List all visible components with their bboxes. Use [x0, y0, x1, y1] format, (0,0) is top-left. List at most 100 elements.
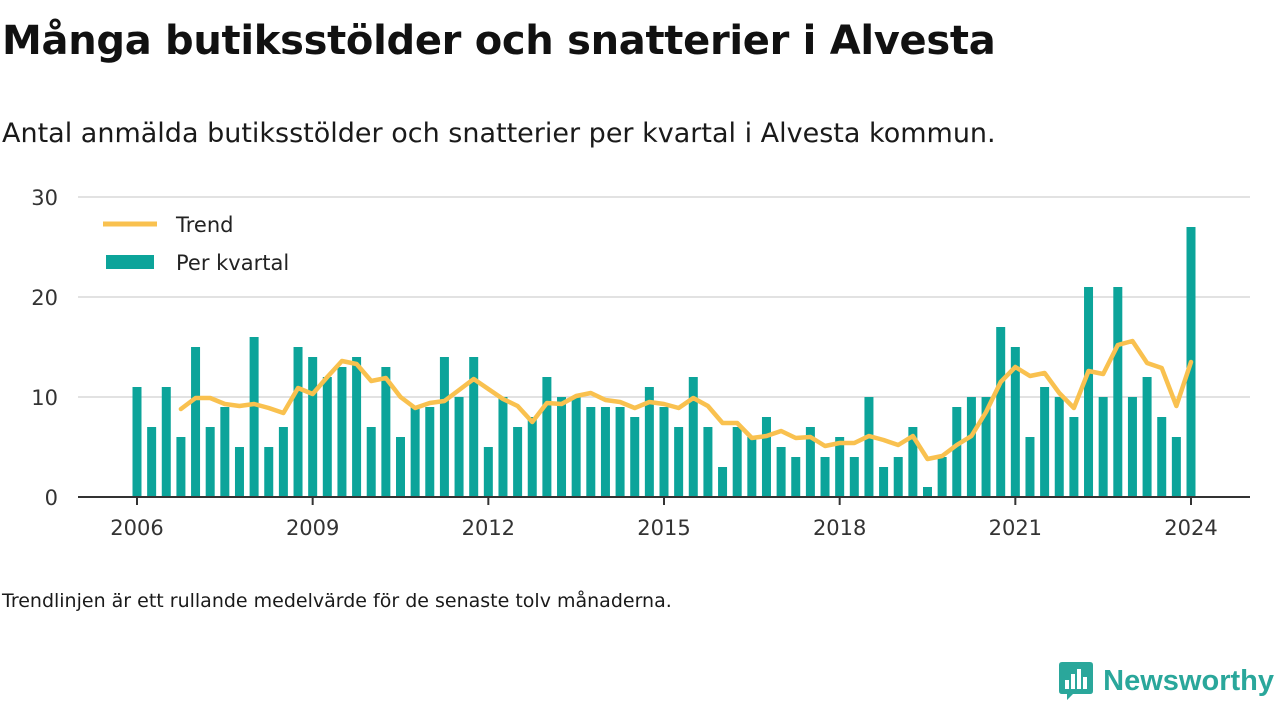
bar [469, 357, 479, 497]
legend-bars-label: Per kvartal [176, 251, 289, 275]
bar [864, 397, 874, 497]
bar [1025, 437, 1035, 497]
chart-title: Många butiksstölder och snatterier i Alv… [2, 18, 996, 64]
bar [278, 427, 288, 497]
brand-name: Newsworthy [1103, 664, 1274, 697]
bar [498, 397, 508, 497]
x-tick-label: 2009 [286, 516, 339, 540]
bar [791, 457, 801, 497]
bar [996, 327, 1006, 497]
bar [352, 357, 362, 497]
bar [293, 347, 303, 497]
bar [147, 427, 157, 497]
bar [688, 377, 698, 497]
bar [761, 417, 771, 497]
bar [1127, 397, 1137, 497]
footnote: Trendlinjen är ett rullande medelvärde f… [2, 590, 672, 612]
bar [1157, 417, 1167, 497]
bar [600, 407, 610, 497]
chart-area: 0 10 20 30 2006 2009 2012 2015 2018 2021 2024 Tre… [31, 186, 1250, 540]
brand-logo: Newsworthy [1059, 662, 1274, 700]
newsworthy-logo-icon [1059, 662, 1094, 700]
bar [908, 427, 918, 497]
y-axis-labels: 0 10 20 30 [31, 186, 58, 510]
x-tick-label: 2012 [462, 516, 515, 540]
x-axis: 2006 2009 2012 2015 2018 2021 2024 [78, 496, 1250, 540]
bar [337, 367, 347, 497]
bar [542, 377, 552, 497]
chart-subtitle: Antal anmälda butiksstölder och snatteri… [2, 118, 996, 149]
bar [835, 437, 845, 497]
bar [410, 407, 420, 497]
bar [966, 397, 976, 497]
bar [703, 427, 713, 497]
bar [557, 397, 567, 497]
bar [1054, 397, 1064, 497]
x-tick-label: 2006 [110, 516, 163, 540]
bar [234, 447, 244, 497]
bar [952, 407, 962, 497]
gridlines [78, 196, 1250, 398]
y-tick-label: 0 [45, 486, 58, 510]
bar [322, 377, 332, 497]
bar [571, 397, 581, 497]
bar [937, 457, 947, 497]
y-tick-label: 30 [31, 186, 58, 210]
bar [981, 397, 991, 497]
bar [615, 407, 625, 497]
bar [805, 427, 815, 497]
bar [586, 407, 596, 497]
trend-line [178, 338, 1194, 462]
bars-series [132, 227, 1196, 497]
bar [630, 417, 640, 497]
bar [923, 487, 932, 497]
bar [893, 457, 903, 497]
bar [513, 427, 523, 497]
bar [191, 347, 201, 497]
bar [249, 337, 259, 497]
bar [718, 467, 728, 497]
bar [483, 447, 493, 497]
bar [205, 427, 215, 497]
x-tick-label: 2015 [637, 516, 690, 540]
bar [820, 457, 830, 497]
bar [176, 437, 186, 497]
bar [1171, 437, 1181, 497]
legend: Trend Per kvartal [103, 213, 289, 275]
x-tick-label: 2021 [989, 516, 1042, 540]
bar [879, 467, 889, 497]
bar [1084, 287, 1094, 497]
bar [1010, 347, 1020, 497]
bar [674, 427, 684, 497]
y-tick-label: 20 [31, 286, 58, 310]
bar [1040, 387, 1050, 497]
bar [381, 367, 391, 497]
bar [659, 407, 669, 497]
bar [161, 387, 171, 497]
x-tick-label: 2018 [813, 516, 866, 540]
bar [425, 407, 435, 497]
bar [264, 447, 274, 497]
bar [527, 417, 537, 497]
bar [1142, 377, 1152, 497]
bar [454, 397, 464, 497]
bar [1113, 287, 1123, 497]
legend-trend-label: Trend [175, 213, 233, 237]
bar [644, 387, 654, 497]
bar [132, 387, 142, 497]
y-tick-label: 10 [31, 386, 58, 410]
x-tick-label: 2024 [1164, 516, 1217, 540]
bar [732, 427, 742, 497]
legend-bars-swatch [106, 255, 154, 269]
bar [220, 407, 230, 497]
bar [396, 437, 405, 497]
bar [308, 357, 318, 497]
bar [1069, 417, 1079, 497]
bar [366, 427, 376, 497]
bar [439, 357, 449, 497]
bar [849, 457, 859, 497]
bar [1098, 397, 1108, 497]
trend-series [178, 338, 1194, 462]
bar [776, 447, 786, 497]
bar [747, 437, 757, 497]
